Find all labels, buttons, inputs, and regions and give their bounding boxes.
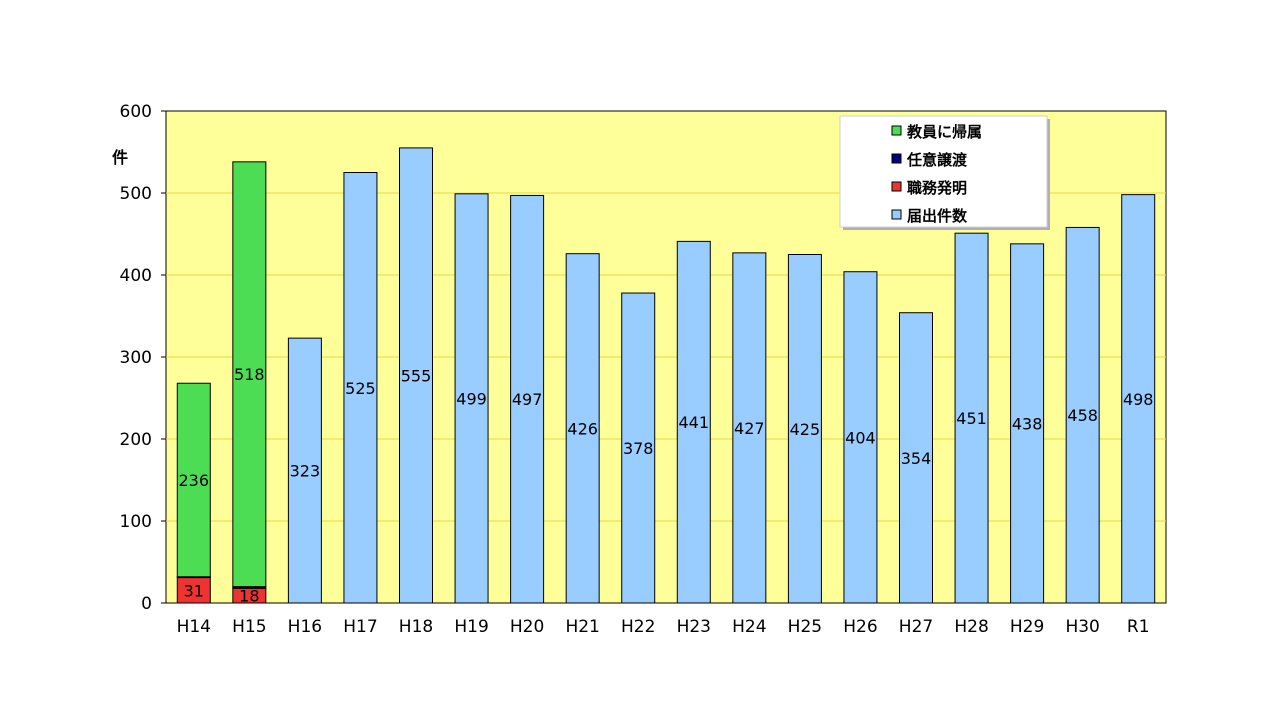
bar-segment	[176, 382, 211, 578]
x-tick-label: H29	[1010, 617, 1044, 637]
x-tick-label: H26	[843, 617, 877, 637]
x-tick-label: H21	[565, 617, 599, 637]
bars: 3112361825183235255554994974263784414274…	[176, 147, 1156, 606]
data-label: 404	[845, 428, 876, 447]
legend-swatch	[891, 181, 902, 192]
x-tick-label: H22	[621, 617, 655, 637]
y-tick-label: 600	[120, 102, 152, 122]
x-tick-label: H27	[899, 617, 933, 637]
x-tick-label: H16	[288, 617, 322, 637]
y-tick-label: 300	[120, 348, 152, 368]
legend-swatch	[891, 125, 902, 136]
x-tick-label: R1	[1127, 617, 1150, 637]
y-tick-label: 0	[141, 594, 152, 614]
x-tick-label: H18	[399, 617, 433, 637]
axes: 0 100 200 300 400 500 600 H14 H15 H16 H17 H18 H19 H20…	[120, 102, 1150, 637]
bar-segment	[343, 172, 378, 604]
x-tick-label: H15	[232, 617, 266, 637]
data-label: 451	[956, 409, 987, 428]
x-tick-label: H20	[510, 617, 544, 637]
legend-label: 職務発明	[907, 179, 967, 197]
bar-segment	[954, 232, 989, 604]
bar-segment	[399, 147, 433, 604]
data-label: 498	[1123, 390, 1154, 409]
bar-segment	[232, 161, 267, 588]
y-tick-label: 500	[120, 184, 152, 204]
y-tick-label: 200	[120, 430, 152, 450]
bar-segment	[676, 240, 711, 604]
x-tick-label: H24	[732, 617, 766, 637]
data-label: 425	[790, 420, 821, 439]
data-label: 438	[1012, 414, 1043, 433]
y-tick-label: 400	[120, 266, 152, 286]
x-tick-label: H19	[454, 617, 488, 637]
data-label: 458	[1067, 406, 1098, 425]
data-label: 441	[679, 413, 710, 432]
data-label: 518	[234, 365, 265, 384]
bar-segment	[732, 252, 767, 604]
data-label: 236	[179, 471, 210, 490]
x-tick-label: H30	[1065, 617, 1099, 637]
x-tick-label: H14	[177, 617, 211, 637]
bar-segment	[1010, 243, 1045, 604]
data-label: 426	[567, 419, 598, 438]
data-label: 31	[184, 581, 204, 600]
data-label: 323	[290, 462, 321, 481]
x-tick-label: H17	[343, 617, 377, 637]
data-label: 497	[512, 390, 543, 409]
legend-box	[839, 115, 1048, 228]
data-label: 427	[734, 419, 765, 438]
bar-segment	[454, 193, 489, 604]
y-axis-label: 件	[112, 148, 128, 167]
data-label: 354	[901, 449, 932, 468]
bar-segment	[843, 271, 878, 604]
data-label: 525	[345, 379, 376, 398]
x-tick-label: H28	[954, 617, 988, 637]
bar-segment	[287, 337, 322, 604]
bar-segment	[510, 194, 545, 604]
bar-segment	[621, 292, 656, 604]
y-tick-label: 100	[120, 512, 152, 532]
bar-segment	[565, 253, 600, 604]
data-label: 555	[401, 366, 432, 385]
x-tick-label: H23	[677, 617, 711, 637]
bar-segment	[1121, 194, 1156, 604]
legend-label: 任意譲渡	[906, 151, 968, 169]
data-label: 378	[623, 439, 654, 458]
legend-swatch	[891, 153, 902, 164]
bar-segment	[176, 577, 211, 604]
bar-segment	[1065, 226, 1100, 604]
legend-label: 教員に帰属	[906, 123, 982, 141]
data-label: 18	[239, 587, 259, 606]
bar-segment	[899, 312, 933, 604]
bar-segment	[787, 254, 822, 604]
legend-label: 届出件数	[907, 207, 968, 225]
data-label: 499	[456, 389, 487, 408]
legend-swatch	[891, 209, 902, 220]
x-tick-label: H25	[788, 617, 822, 637]
